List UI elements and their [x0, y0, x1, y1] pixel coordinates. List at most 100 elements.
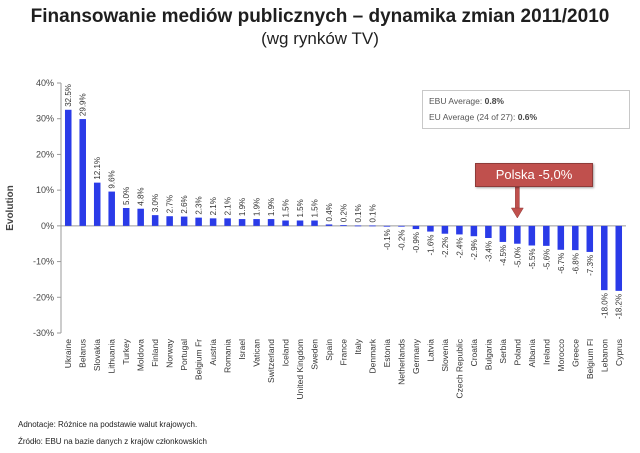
data-label: -3.4%	[484, 241, 493, 262]
bar-morocco	[557, 225, 565, 250]
category-label: Iceland	[281, 339, 291, 367]
averages-legend: EBU Average: 0.8% EU Average (24 of 27):…	[422, 90, 630, 129]
bar-croatia	[470, 225, 478, 237]
bar-ukraine	[64, 109, 72, 226]
bar-lithuania	[108, 191, 115, 226]
category-label: Poland	[512, 339, 522, 366]
data-label: 9.6%	[108, 170, 117, 188]
data-label: 2.1%	[224, 197, 233, 215]
poland-callout: Polska -5,0%	[475, 163, 593, 187]
bar-cyprus	[615, 225, 623, 291]
data-label: 1.5%	[282, 199, 291, 217]
category-label: Slovakia	[92, 339, 102, 371]
data-label: 1.9%	[267, 198, 276, 216]
category-label: Italy	[353, 338, 363, 354]
category-label: Portugal	[179, 339, 189, 371]
category-label: Turkey	[121, 338, 131, 364]
bar-vatican	[253, 219, 260, 226]
annotation-note: Adnotacje: Różnice na podstawie walut kr…	[18, 420, 198, 429]
data-label: -5.5%	[528, 249, 537, 270]
data-label: -0.9%	[412, 232, 421, 253]
data-label: 0.1%	[368, 204, 377, 222]
data-label: 4.8%	[137, 187, 146, 205]
bar-belgium-fr	[195, 217, 202, 226]
legend-eu-average: EU Average (24 of 27): 0.6%	[429, 112, 538, 122]
bar-denmark	[369, 225, 376, 227]
bar-belarus	[79, 119, 86, 226]
bar-iceland	[282, 220, 289, 226]
chart-subtitle: (wg rynków TV)	[261, 29, 379, 48]
data-label: -0.2%	[397, 230, 406, 251]
data-label: -5.0%	[513, 247, 522, 268]
data-label: -18.0%	[600, 293, 609, 318]
bar-france	[340, 225, 347, 226]
data-label: 5.0%	[122, 187, 131, 205]
data-label: 1.9%	[238, 198, 247, 216]
category-label: Croatia	[469, 339, 479, 367]
category-label: Belgium Fr	[194, 339, 204, 380]
bar-finland	[151, 215, 159, 226]
category-label: Austria	[208, 339, 218, 366]
data-label: 32.5%	[64, 84, 73, 107]
data-label: -7.3%	[586, 255, 595, 276]
bar-bulgaria	[485, 225, 492, 238]
bar-portugal	[180, 216, 188, 226]
category-label: Netherlands	[396, 339, 406, 385]
bar-lebanon	[601, 225, 608, 291]
data-label: -1.6%	[426, 235, 435, 256]
data-label: -0.1%	[383, 229, 392, 250]
category-label: Bulgaria	[483, 339, 493, 370]
data-label: 2.6%	[180, 195, 189, 213]
category-label: Albania	[527, 339, 537, 368]
category-label: Spain	[324, 339, 334, 361]
category-label: Finland	[150, 339, 160, 367]
data-label: -6.8%	[571, 253, 580, 274]
category-label: Lebanon	[599, 339, 609, 372]
data-label: 1.9%	[253, 198, 262, 216]
bar-ireland	[543, 225, 550, 246]
category-label: Germany	[411, 338, 421, 374]
bar-switzerland	[267, 219, 275, 226]
bar-greece	[572, 225, 579, 251]
y-axis-title: Evolution	[5, 185, 16, 231]
bar-italy	[354, 225, 362, 227]
y-tick-label: 40%	[36, 78, 54, 88]
bar-spain	[325, 224, 333, 226]
bar-serbia	[499, 225, 507, 242]
bar-israel	[238, 219, 246, 226]
category-label: France	[339, 339, 349, 366]
category-label: Morocco	[556, 339, 566, 372]
category-label: Israel	[237, 339, 247, 360]
y-tick-label: 0%	[41, 221, 54, 231]
bar-albania	[528, 225, 536, 246]
data-label: 1.5%	[311, 199, 320, 217]
data-label: 29.9%	[79, 93, 88, 116]
category-label: Belarus	[78, 339, 88, 368]
category-label: Slovenia	[440, 339, 450, 372]
bar-netherlands	[398, 225, 405, 227]
data-label: -18.2%	[615, 294, 624, 319]
category-label: Vatican	[252, 339, 262, 367]
category-label: United Kingdom	[295, 339, 305, 399]
category-label: Moldova	[136, 339, 146, 371]
bar-turkey	[122, 208, 130, 226]
data-label: 0.1%	[354, 204, 363, 222]
legend-ebu-average: EBU Average: 0.8%	[429, 96, 504, 106]
bar-slovakia	[93, 182, 101, 226]
bar-estonia	[383, 225, 391, 227]
data-label: 2.7%	[166, 195, 175, 213]
y-tick-label: 10%	[36, 185, 54, 195]
bar-austria	[209, 218, 217, 226]
bar-united-kingdom	[296, 220, 304, 226]
data-label: -6.7%	[557, 253, 566, 274]
category-label: Norway	[165, 338, 175, 368]
category-label: Belgium Fl	[585, 339, 595, 379]
category-label: Denmark	[367, 338, 377, 373]
bar-belgium-fl	[586, 225, 594, 252]
callout-arrow-shaft	[515, 186, 520, 210]
data-label: -2.9%	[470, 239, 479, 260]
data-label: 3.0%	[151, 194, 160, 212]
bar-germany	[412, 225, 420, 230]
data-label: -2.2%	[441, 237, 450, 258]
category-label: Sweden	[310, 339, 320, 370]
